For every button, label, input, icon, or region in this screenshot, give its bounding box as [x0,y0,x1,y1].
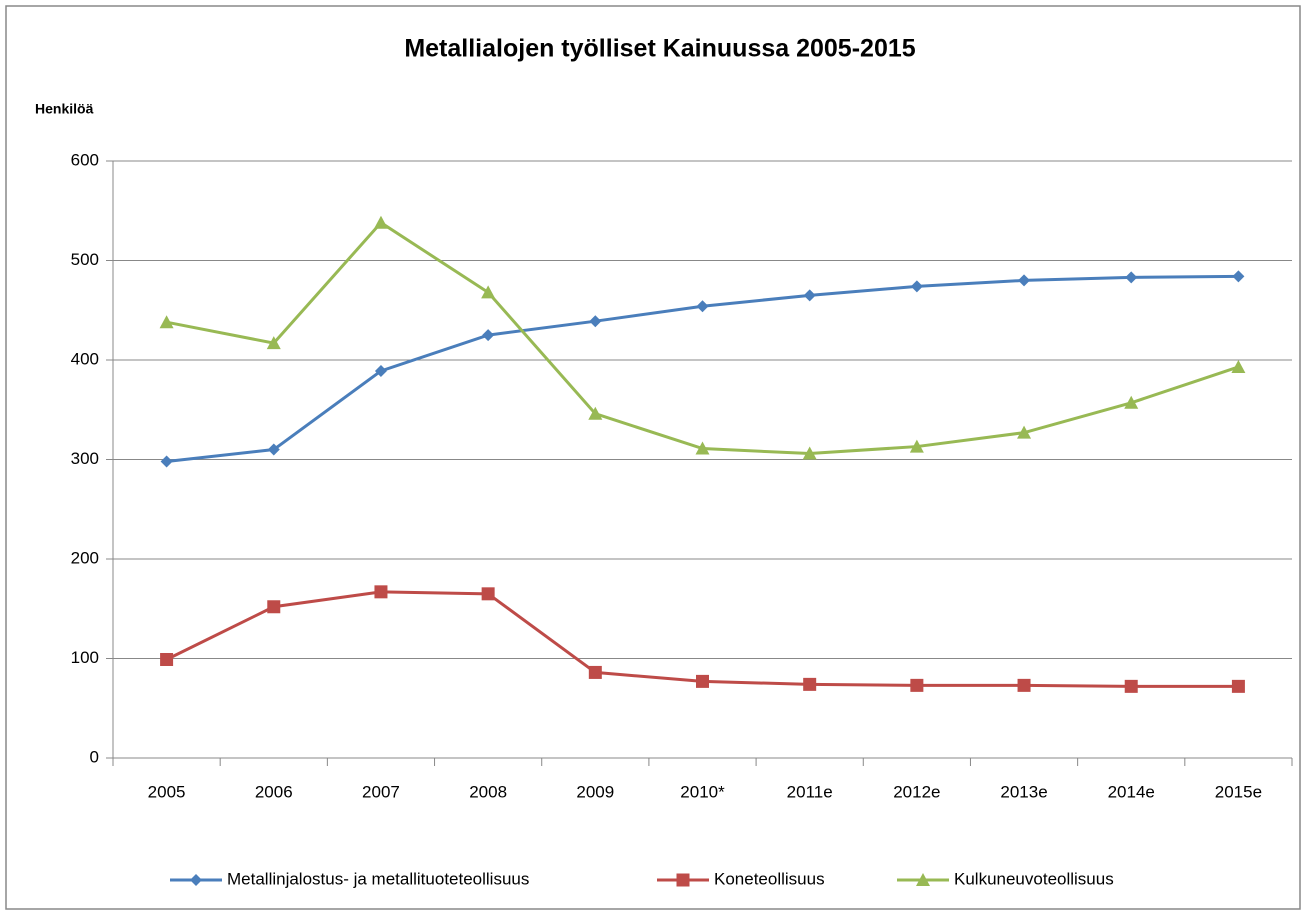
marker [696,300,709,313]
x-tick-label: 2012e [893,782,940,801]
marker [1231,359,1246,373]
legend-label: Metallinjalostus- ja metallituoteteollis… [227,869,529,888]
x-tick-label: 2013e [1000,782,1047,801]
marker [267,443,280,456]
marker [160,652,174,666]
y-tick-label: 0 [90,747,99,766]
marker [696,674,709,688]
marker [588,665,602,679]
x-tick-label: 2006 [255,782,293,801]
marker [589,315,602,328]
marker [909,439,924,453]
legend-label: Kulkuneuvoteollisuus [954,869,1114,888]
x-tick-label: 2015e [1215,782,1262,801]
y-tick-label: 100 [71,648,99,667]
legend-marker [190,874,202,886]
x-tick-label: 2007 [362,782,400,801]
marker [695,441,710,455]
x-tick-label: 2011e [787,782,833,801]
legend-marker [676,873,690,887]
marker [482,329,495,342]
marker [1017,425,1032,439]
marker [803,677,817,691]
marker [802,446,817,460]
marker [1231,679,1245,693]
x-tick-label: 2008 [469,782,507,801]
x-tick-label: 2014e [1108,782,1155,801]
legend-marker [916,873,930,886]
marker [267,600,281,614]
marker [1018,274,1031,287]
marker [481,285,496,299]
legend-label: Koneteollisuus [714,869,825,888]
marker [373,215,388,229]
marker [588,406,603,420]
marker [266,336,281,350]
y-axis-label: Henkilöä [35,101,94,117]
marker [1017,678,1031,692]
y-tick-label: 200 [71,548,99,567]
x-tick-label: 2010* [680,782,725,801]
x-tick-label: 2005 [148,782,186,801]
marker [1125,271,1138,284]
marker [910,280,923,293]
y-tick-label: 400 [71,349,99,368]
y-tick-label: 500 [71,250,99,269]
y-tick-label: 300 [71,449,99,468]
y-tick-label: 600 [71,150,99,169]
marker [481,587,495,601]
marker [374,585,388,599]
marker [1124,679,1138,693]
marker [374,364,387,377]
chart-title: Metallialojen työlliset Kainuussa 2005-2… [404,35,915,63]
marker [1232,270,1245,283]
x-tick-label: 2009 [576,782,614,801]
marker [1124,395,1139,409]
marker [159,315,174,329]
marker [160,455,173,468]
marker [910,678,924,692]
marker [803,289,816,302]
